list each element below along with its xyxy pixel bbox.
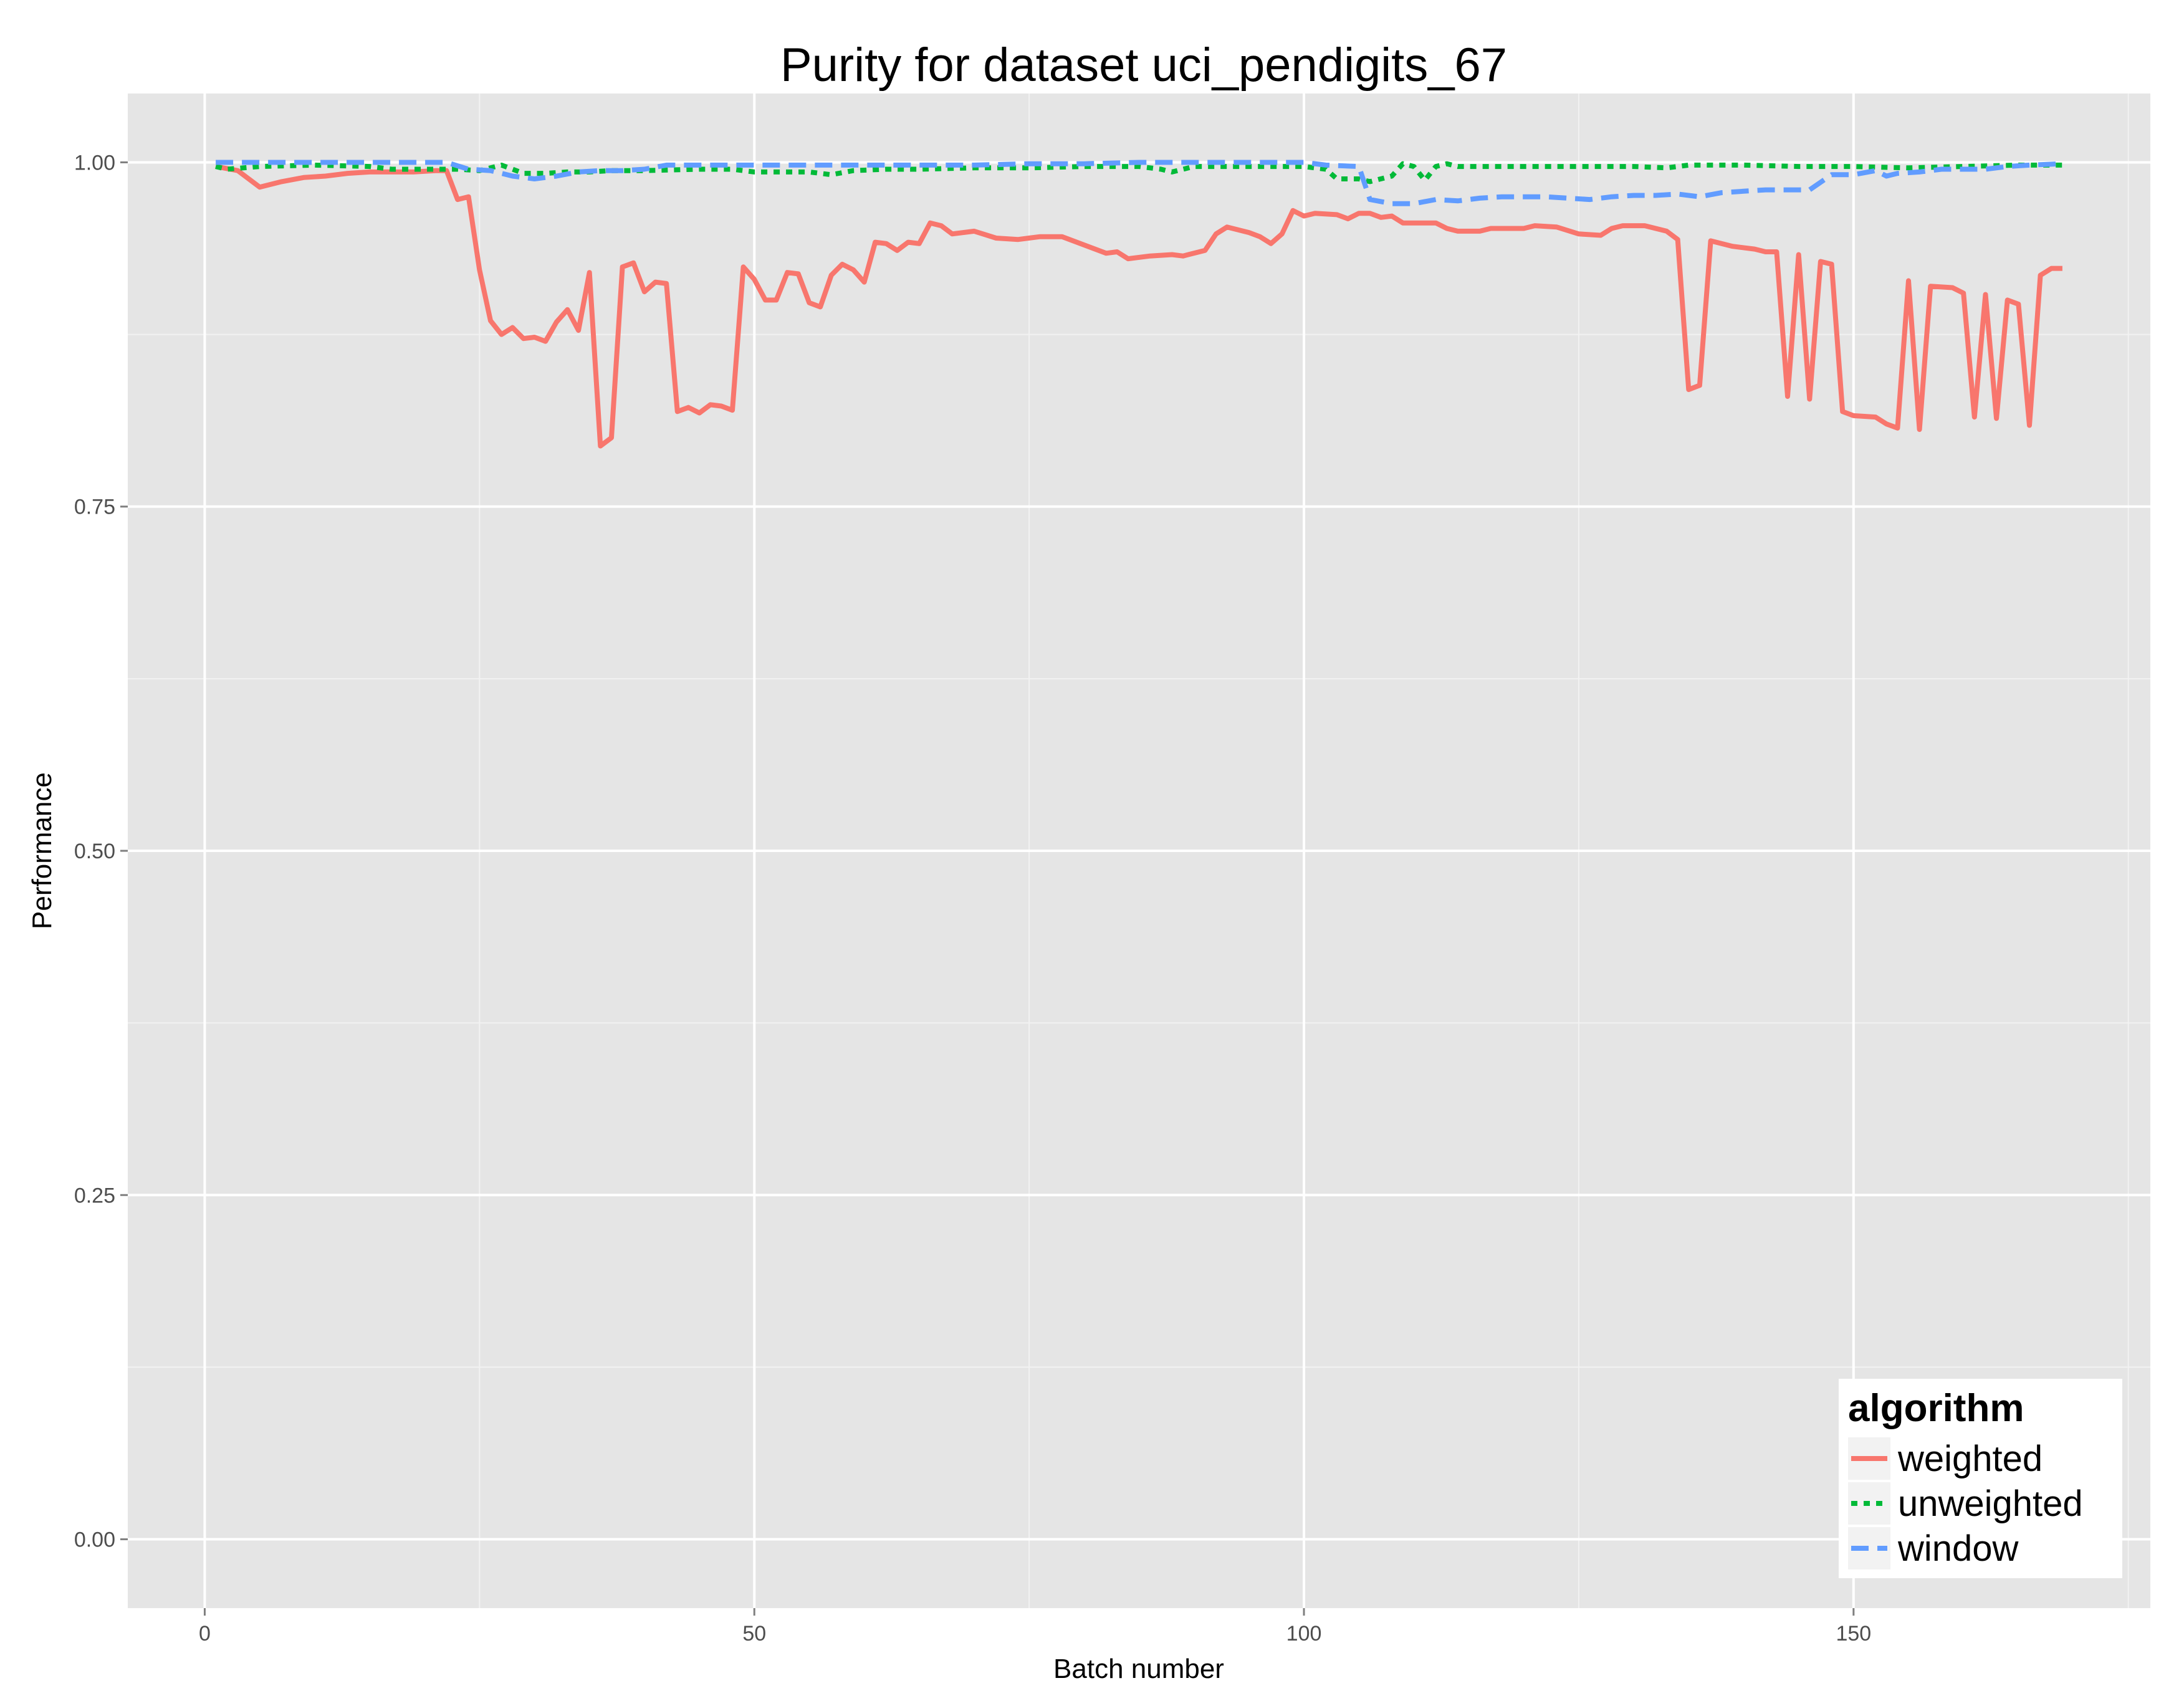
- y-axis-title: Performance: [27, 772, 57, 929]
- legend-label-weighted: weighted: [1897, 1439, 2043, 1479]
- x-tick-label: 100: [1286, 1622, 1322, 1646]
- y-tick-label: 0.75: [74, 496, 115, 519]
- series-line-weighted: [215, 164, 2062, 449]
- x-tick-label: 150: [1836, 1622, 1871, 1646]
- series-line-unweighted: [215, 161, 2062, 184]
- y-tick-label: 1.00: [74, 151, 115, 175]
- x-tick-label: 50: [742, 1622, 766, 1646]
- x-axis-title: Batch number: [1053, 1654, 1224, 1684]
- series-layer: [215, 160, 2063, 449]
- y-tick-label: 0.00: [74, 1528, 115, 1552]
- chart-title: Purity for dataset uci_pendigits_67: [780, 39, 1507, 92]
- legend-label-window: window: [1897, 1528, 2019, 1569]
- legend-label-unweighted: unweighted: [1898, 1483, 2083, 1524]
- y-tick-label: 0.25: [74, 1184, 115, 1207]
- x-axis: 0 50 100 150: [199, 1608, 1871, 1646]
- legend-title: algorithm: [1848, 1387, 2024, 1430]
- y-tick-label: 0.50: [74, 840, 115, 863]
- x-tick-label: 0: [199, 1622, 211, 1646]
- series-line-window: [216, 160, 2063, 206]
- major-gridlines: [128, 93, 2150, 1608]
- y-axis: 0.00 0.25 0.50 0.75 1.00: [74, 151, 128, 1552]
